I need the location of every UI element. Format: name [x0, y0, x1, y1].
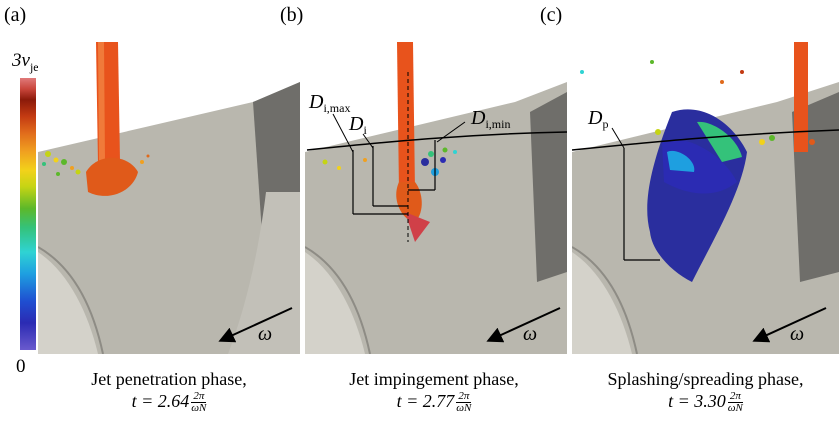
droplets: [42, 151, 150, 176]
label-d-i-max: Di,max: [308, 91, 350, 115]
panel-a-render: [38, 42, 300, 354]
blade-surface: [305, 82, 567, 354]
blade-side: [530, 92, 567, 282]
omega-label-c: ω: [790, 323, 804, 345]
colorbar: [20, 78, 36, 350]
jet: [794, 42, 808, 152]
colorbar-min-label: 0: [16, 356, 26, 377]
label-d-i: Di: [348, 113, 367, 137]
panel-c-render: Dp: [572, 42, 839, 354]
panel-letter-c: (c): [540, 4, 563, 26]
caption-b: Jet impingement phase, t = 2.77 2π ωN: [349, 369, 519, 415]
blade-edge: [572, 252, 632, 354]
omega-label-a: ω: [258, 323, 272, 345]
omega-label-b: ω: [523, 323, 537, 345]
blade-edge: [38, 252, 98, 354]
blade-edge: [305, 252, 365, 354]
panel-letter-a: (a): [4, 4, 27, 26]
free-surface-line: [572, 129, 839, 151]
panel-b-render: Di,max Di Di,min: [305, 42, 567, 354]
caption-a: Jet penetration phase, t = 2.64 2π ωN: [91, 369, 247, 415]
label-d-p: Dp: [587, 107, 608, 131]
free-surface-line: [306, 131, 567, 151]
caption-c: Splashing/spreading phase, t = 3.30 2π ωN: [607, 369, 804, 415]
panel-letter-b: (b): [280, 4, 304, 26]
label-d-i-min: Di,min: [470, 107, 510, 131]
jet: [397, 42, 415, 192]
droplets: [580, 60, 815, 145]
